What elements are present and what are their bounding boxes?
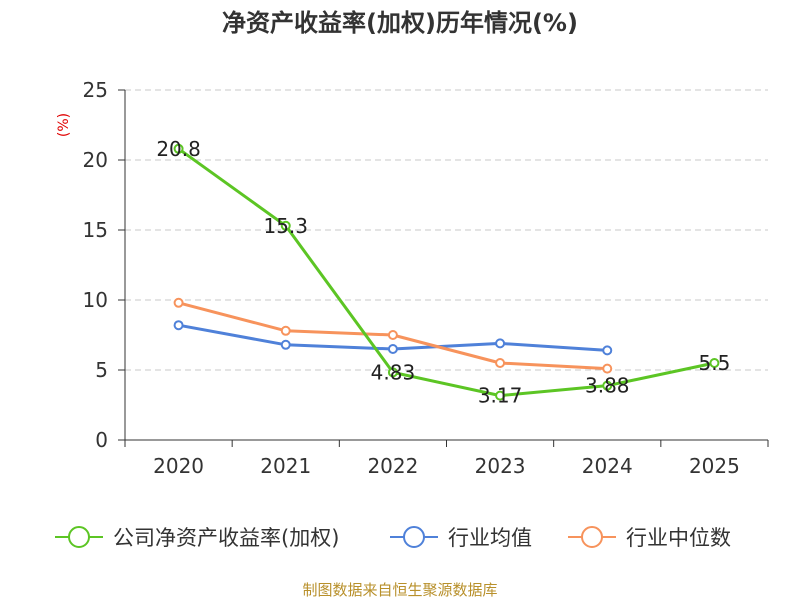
y-tick-label: 15 — [83, 218, 108, 242]
x-tick-label: 2024 — [582, 454, 633, 478]
legend-marker-icon — [403, 526, 425, 548]
x-tick-label: 2021 — [260, 454, 311, 478]
x-tick-label: 2025 — [689, 454, 740, 478]
data-label: 3.17 — [478, 384, 523, 408]
grid-lines — [125, 89, 768, 371]
data-point — [602, 345, 613, 356]
data-point — [280, 339, 291, 350]
x-tick-label: 2023 — [475, 454, 526, 478]
data-point — [602, 380, 613, 391]
y-tick-labels: 0 5 10 15 20 25 — [83, 78, 108, 452]
legend-marker-icon — [68, 526, 90, 548]
data-point — [495, 338, 506, 349]
series-group — [173, 143, 720, 401]
data-point — [173, 320, 184, 331]
source-note: 制图数据来自恒生聚源数据库 — [302, 581, 497, 599]
data-point — [387, 344, 398, 354]
legend: 公司净资产收益率(加权) 行业均值 行业中位数 — [55, 526, 731, 550]
y-tick-label: 20 — [83, 148, 108, 172]
data-point — [280, 220, 291, 231]
series-line-0 — [177, 147, 715, 398]
axes — [118, 89, 769, 447]
data-label: 4.83 — [371, 360, 416, 384]
legend-label: 行业中位数 — [626, 526, 731, 550]
data-label: 20.8 — [156, 137, 201, 161]
y-axis-label: (%) — [56, 113, 72, 137]
y-tick-label: 10 — [83, 288, 108, 312]
x-tick-label: 2022 — [367, 454, 418, 478]
data-point — [495, 390, 506, 401]
data-label: 15.3 — [263, 214, 308, 238]
data-point — [173, 143, 184, 154]
legend-label: 行业均值 — [448, 526, 532, 550]
data-label: 5.5 — [699, 351, 731, 375]
data-label: 3.88 — [585, 374, 630, 398]
y-tick-label: 5 — [95, 358, 108, 382]
legend-label: 公司净资产收益率(加权) — [113, 526, 339, 550]
data-point — [602, 363, 613, 374]
chart-title: 净资产收益率(加权)历年情况(%) — [222, 9, 578, 37]
data-labels: 20.8 15.3 4.83 3.17 3.88 5.5 — [156, 137, 730, 408]
data-point — [709, 358, 720, 368]
y-tick-label: 25 — [83, 78, 108, 102]
data-point — [280, 325, 291, 336]
data-point — [387, 367, 398, 378]
x-tick-labels: 2020 2021 2022 2023 2024 2025 — [153, 454, 740, 478]
y-tick-label: 0 — [95, 428, 108, 452]
data-point — [173, 297, 184, 308]
data-point — [495, 358, 506, 368]
data-point — [387, 330, 398, 340]
legend-marker-icon — [581, 526, 603, 548]
x-tick-label: 2020 — [153, 454, 204, 478]
